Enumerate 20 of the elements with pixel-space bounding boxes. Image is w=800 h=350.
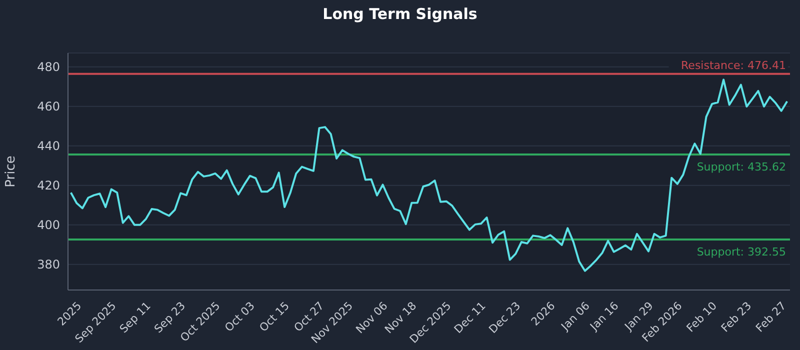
- y-tick-label: 480: [37, 60, 60, 74]
- ref-line-label: Resistance: 476.41: [681, 58, 786, 72]
- chart-title: Long Term Signals: [322, 5, 478, 23]
- y-axis-title: Price: [4, 156, 19, 188]
- y-tick-label: 400: [37, 218, 60, 232]
- x-tick-label: Feb 23: [718, 299, 754, 335]
- y-tick-label: 460: [37, 100, 60, 114]
- x-tick-label: Feb 10: [684, 299, 720, 335]
- y-tick-label: 440: [37, 139, 60, 154]
- ref-line-label: Support: 435.62: [696, 160, 786, 174]
- x-tick-label: Dec 23: [486, 299, 524, 336]
- y-tick-label: 420: [37, 178, 60, 193]
- x-tick-label: Sep 11: [117, 299, 154, 336]
- x-tick-label: Dec 11: [452, 299, 488, 336]
- y-tick-label: 380: [37, 258, 60, 272]
- x-tick-label: Oct 15: [256, 299, 292, 334]
- line-series: [70, 78, 788, 272]
- ref-line-label: Support: 392.55: [696, 246, 786, 259]
- x-tick-label: Feb 27: [753, 299, 789, 335]
- x-tick-label: Oct 03: [222, 299, 258, 334]
